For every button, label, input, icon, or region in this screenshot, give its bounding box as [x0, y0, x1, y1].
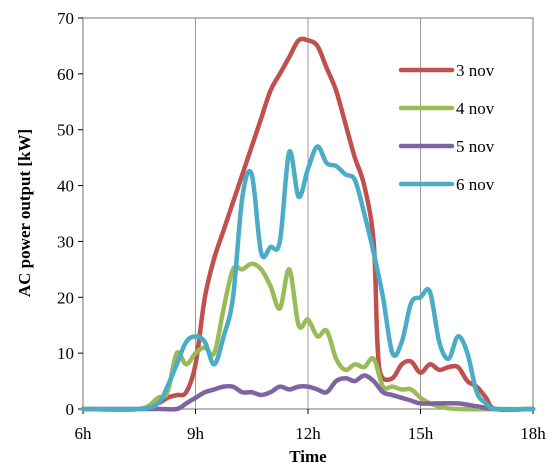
y-tick-label: 10	[57, 344, 74, 363]
x-tick-label: 12h	[295, 424, 321, 443]
legend-label-3: 5 nov	[456, 137, 495, 156]
y-tick-label: 40	[57, 177, 74, 196]
y-tick-label: 20	[57, 288, 74, 307]
legend-label-4: 6 nov	[456, 175, 495, 194]
x-axis: 6h 9h 12h 15h 18h	[75, 409, 547, 443]
legend: 3 nov 4 nov 5 nov 6 nov	[401, 61, 495, 194]
y-axis: 0 10 20 30 40 50 60 70	[57, 9, 83, 419]
y-tick-label: 50	[57, 121, 74, 140]
x-tick-label: 18h	[520, 424, 546, 443]
x-tick-label: 9h	[187, 424, 205, 443]
y-tick-label: 30	[57, 232, 74, 251]
legend-label-2: 4 nov	[456, 99, 495, 118]
y-tick-label: 60	[57, 65, 74, 84]
x-tick-label: 15h	[408, 424, 434, 443]
legend-label-1: 3 nov	[456, 61, 495, 80]
y-tick-label: 0	[66, 400, 75, 419]
x-tick-label: 6h	[75, 424, 93, 443]
x-axis-title: Time	[289, 447, 327, 466]
y-tick-label: 70	[57, 9, 74, 28]
y-axis-title: AC power output [kW]	[15, 129, 34, 297]
